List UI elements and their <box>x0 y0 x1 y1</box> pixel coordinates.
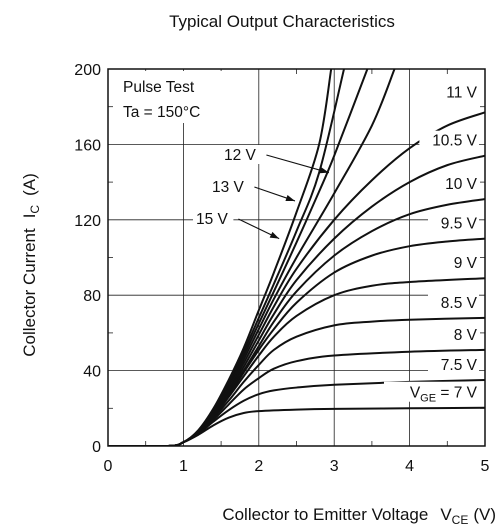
curve-label: 8 V <box>454 327 478 344</box>
callout-label: 13 V <box>212 179 245 196</box>
y-tick-label: 0 <box>92 439 101 456</box>
annotation-box: Pulse Test Ta = 150°C <box>115 71 231 123</box>
curve-label: 11 V <box>446 84 477 101</box>
curve-label-bg <box>419 130 479 150</box>
curve-vge-7 <box>108 406 485 446</box>
annotation-temperature: Ta = 150°C <box>123 104 200 121</box>
curve-label-bg <box>428 292 479 312</box>
x-tick-label: 2 <box>254 458 263 475</box>
curve-vge-12 <box>108 69 396 446</box>
curve-label-bg <box>436 174 479 194</box>
x-axis-label: Collector to Emitter Voltage VCE (V) <box>222 505 496 527</box>
callout-label-bg <box>193 209 234 228</box>
y-axis-label: Collector CurrentIC(A) <box>20 173 42 357</box>
curve-label-bg <box>428 355 479 375</box>
curve-label-bg <box>384 381 482 402</box>
callout-arrow <box>266 154 330 174</box>
callout-arrowhead <box>285 194 295 202</box>
curve-vge-14 <box>108 69 345 446</box>
annotation-pulse-test: Pulse Test <box>123 79 195 96</box>
y-tick-label: 200 <box>74 62 101 79</box>
curve-label: 9.5 V <box>441 216 478 233</box>
curve-label-bg <box>445 324 479 344</box>
callout-arrowhead <box>319 167 329 174</box>
chart-title: Typical Output Characteristics <box>169 12 395 31</box>
curve-label: 10 V <box>445 176 478 193</box>
curve-label-bg <box>428 213 479 233</box>
x-tick-label: 1 <box>179 458 188 475</box>
tick-labels: 0 1 2 3 4 5 0 40 80 120 160 200 <box>74 62 489 475</box>
curve-label: 10.5 V <box>432 133 477 150</box>
plot-frame <box>107 68 486 447</box>
callout-label: 12 V <box>224 147 257 164</box>
y-tick-label: 80 <box>83 288 101 305</box>
curve-label: 7.5 V <box>441 357 478 374</box>
curve-labels: 7.5 V 8 V 8.5 V 9 V 9.5 V 10 V 10.5 V 11 V VGE =… <box>193 82 482 405</box>
curve-label: 8.5 V <box>441 295 478 312</box>
y-tick-label: 120 <box>74 213 101 230</box>
x-tick-label: 0 <box>104 458 113 475</box>
callout-label: 15 V <box>196 211 229 228</box>
curve-vge-15 <box>108 69 333 446</box>
curve-label-bg <box>445 253 479 273</box>
curves <box>108 69 485 446</box>
x-tick-label: 5 <box>481 458 490 475</box>
callout-label-bg <box>209 177 250 196</box>
curve-label-vge-7: VGE = 7 V <box>410 385 478 405</box>
callout-arrowhead <box>269 231 280 239</box>
x-tick-label: 4 <box>405 458 414 475</box>
y-tick-label: 40 <box>83 364 101 381</box>
callout-label-bg <box>221 145 262 164</box>
x-tick-label: 3 <box>330 458 339 475</box>
y-tick-label: 160 <box>74 137 101 154</box>
curve-label: 9 V <box>454 255 478 272</box>
grid <box>108 69 485 446</box>
curve-label-bg <box>436 82 479 102</box>
